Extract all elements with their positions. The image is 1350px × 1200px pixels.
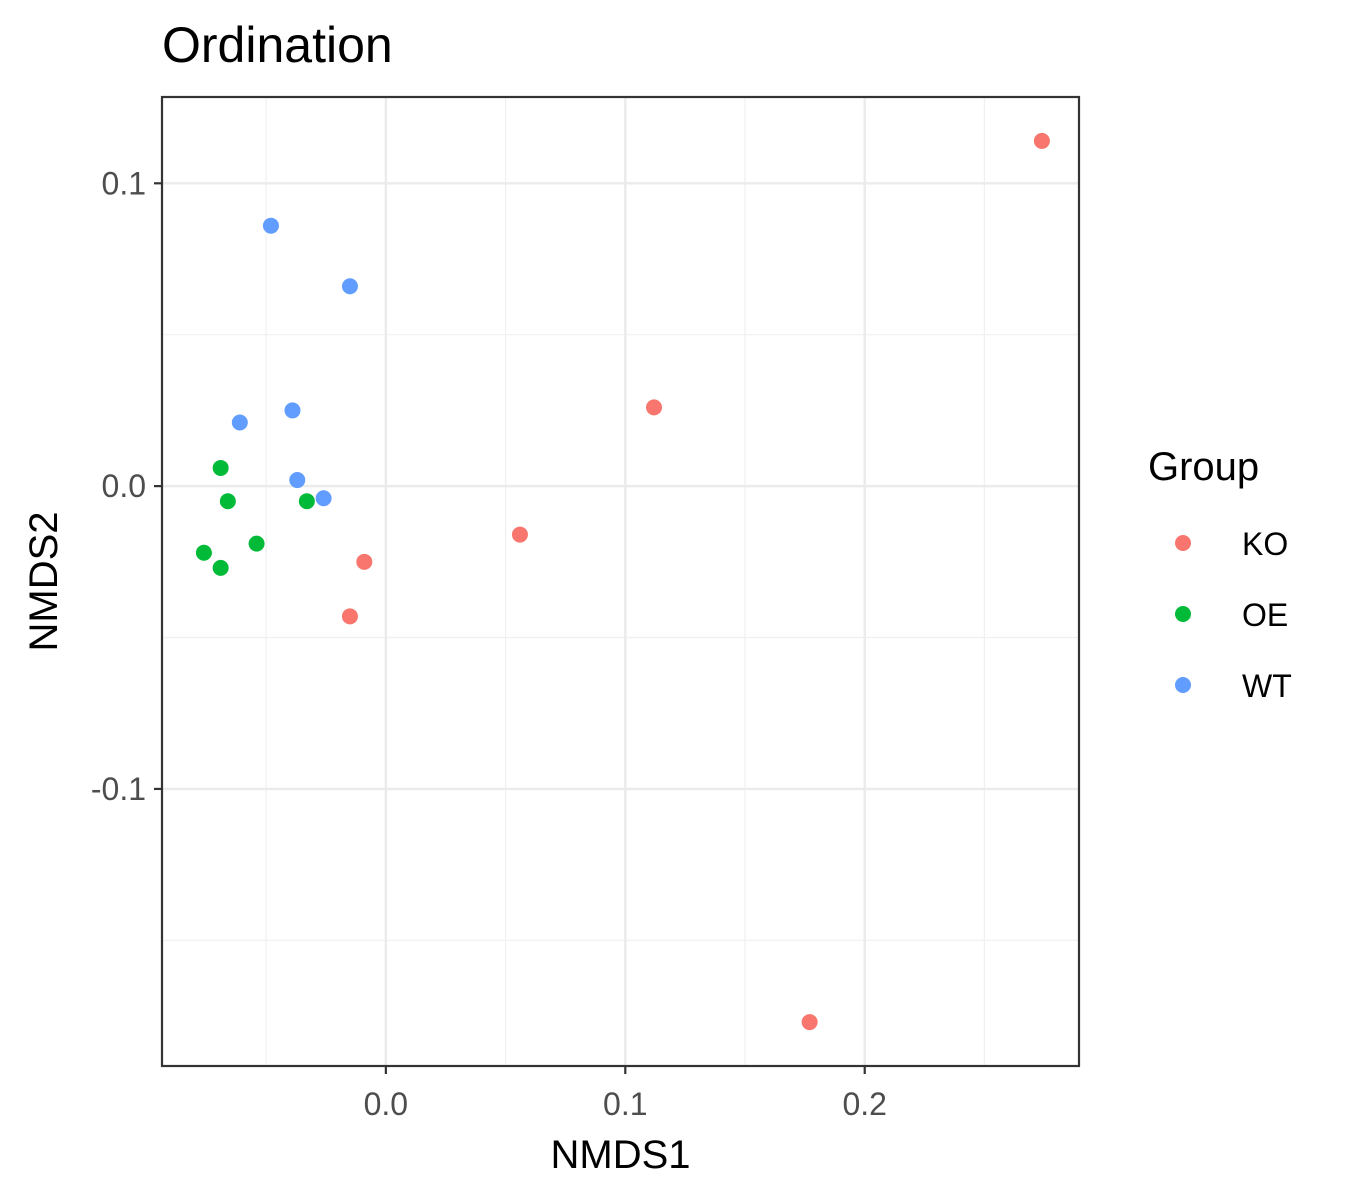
grid-lines: [162, 97, 1079, 1066]
data-point-wt: [284, 402, 301, 419]
y-tick-label: 0.1: [102, 165, 146, 201]
data-point-oe: [219, 493, 236, 510]
y-axis-title: NMDS2: [22, 511, 66, 651]
y-tick-label: 0.0: [102, 468, 146, 504]
legend-label-wt: WT: [1242, 668, 1292, 704]
data-point-oe: [212, 559, 229, 576]
x-axis-title: NMDS1: [550, 1133, 690, 1177]
y-tick-label: -0.1: [91, 771, 146, 807]
data-point-oe: [298, 493, 315, 510]
x-tick-label: 0.1: [603, 1086, 647, 1122]
data-points: [195, 132, 1050, 1031]
data-point-oe: [212, 459, 229, 476]
data-point-oe: [195, 544, 212, 561]
legend-title: Group: [1148, 445, 1259, 489]
data-point-wt: [262, 217, 279, 234]
x-tick-label: 0.0: [364, 1086, 408, 1122]
legend-key-ko: [1175, 535, 1191, 551]
legend-label-ko: KO: [1242, 526, 1288, 562]
data-point-ko: [511, 526, 528, 543]
data-point-ko: [801, 1014, 818, 1031]
data-point-wt: [231, 414, 248, 431]
data-point-oe: [248, 535, 265, 552]
plot-border: [160, 95, 1081, 1068]
data-point-ko: [356, 553, 373, 570]
legend: Group KO OE WT: [1148, 445, 1292, 704]
data-point-wt: [315, 490, 332, 507]
axis-ticks: 0.0 0.1 0.2 -0.1 0.0 0.1: [91, 165, 887, 1122]
legend-key-wt: [1175, 677, 1191, 693]
data-point-wt: [341, 278, 358, 295]
legend-key-oe: [1175, 606, 1191, 622]
data-point-ko: [341, 608, 358, 625]
plot-panel: [162, 97, 1079, 1066]
data-point-ko: [646, 399, 663, 416]
chart-title: Ordination: [162, 17, 393, 73]
data-point-wt: [289, 472, 306, 489]
data-point-ko: [1033, 132, 1050, 149]
x-tick-label: 0.2: [842, 1086, 886, 1122]
legend-label-oe: OE: [1242, 597, 1288, 633]
